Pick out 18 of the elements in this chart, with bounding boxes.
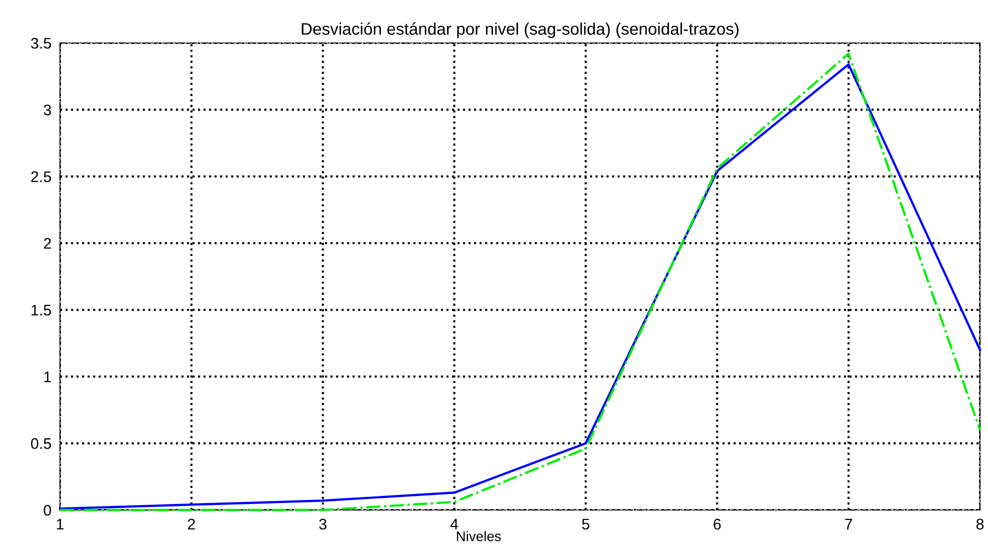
x-tick-label: 3 xyxy=(319,518,326,530)
y-tick-label: 3 xyxy=(44,104,51,116)
x-tick-label: 4 xyxy=(450,518,458,530)
y-tick-label: 0.5 xyxy=(31,438,52,449)
y-tick-label: 1 xyxy=(44,372,51,382)
y-tick-label: 1.5 xyxy=(32,304,52,316)
x-axis-title: Niveles xyxy=(456,531,501,542)
x-tick-label: 8 xyxy=(976,518,984,530)
x-tick-label: 7 xyxy=(845,518,852,530)
y-tick-label: 3.5 xyxy=(31,38,52,49)
x-tick-label: 5 xyxy=(582,518,590,530)
y-tick-label: 2 xyxy=(44,238,51,249)
chart-title: Desviación estándar por nivel (sag-solida) (senoidal-trazos) xyxy=(302,22,739,38)
x-tick-label: 1 xyxy=(56,518,64,530)
y-tick-label: 0 xyxy=(44,504,52,516)
x-tick-label: 2 xyxy=(188,518,195,530)
x-tick-label: 6 xyxy=(714,518,721,530)
y-tick-label: 2.5 xyxy=(31,171,52,182)
